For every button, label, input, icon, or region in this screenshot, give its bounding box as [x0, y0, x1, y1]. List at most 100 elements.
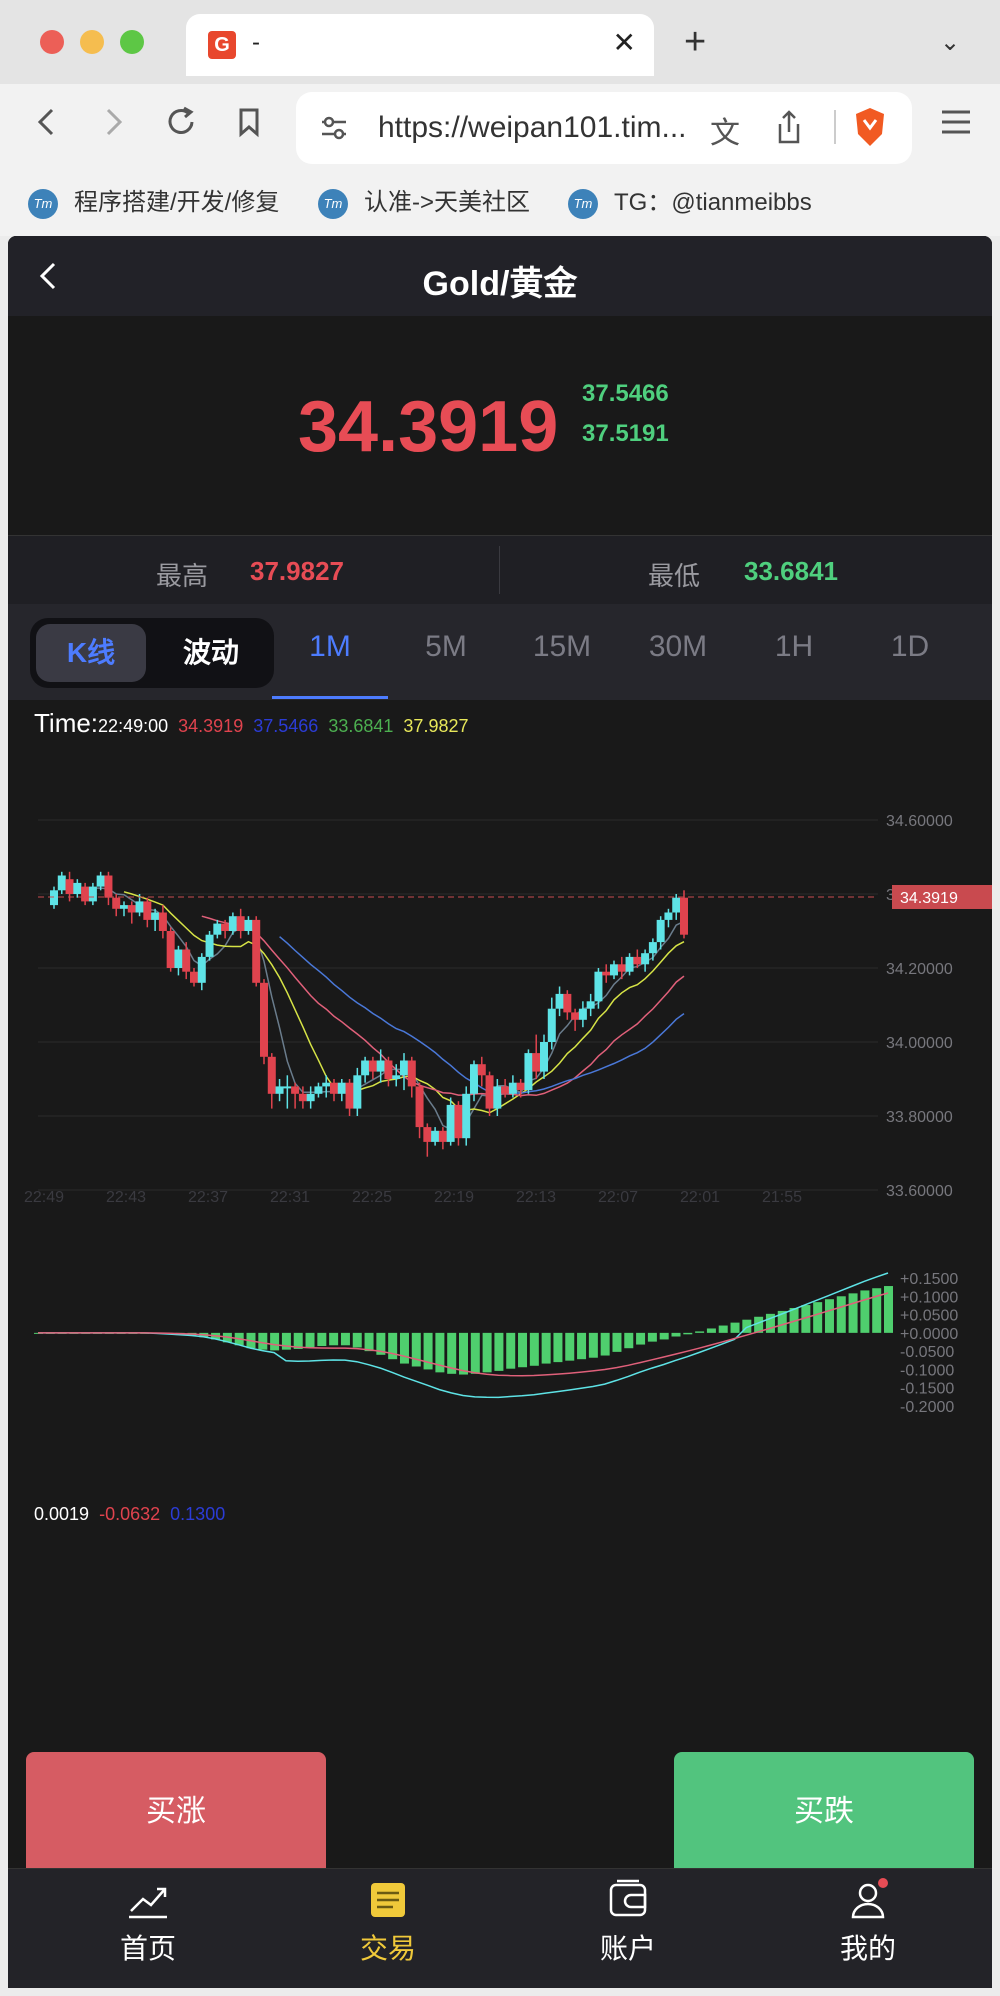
candle-body	[65, 879, 74, 894]
tab-close-icon[interactable]: ✕	[612, 27, 636, 58]
tm-logo-icon: Tm	[568, 188, 598, 219]
tab-15m[interactable]: 15M	[532, 630, 592, 663]
x-tick-label: 22:01	[680, 1189, 720, 1206]
chart-tabs: K线 波动 1M 5M 15M 30M 1H 1D	[8, 604, 992, 700]
macd-bar	[411, 1332, 421, 1367]
macd-bar	[836, 1296, 846, 1333]
bookmark-item[interactable]: Tm TG：@tianmeibbs	[568, 186, 812, 220]
menu-icon[interactable]	[940, 102, 972, 142]
bookmark-item[interactable]: Tm 程序搭建/开发/修复	[28, 186, 279, 220]
macd-bar	[258, 1332, 268, 1350]
macd-bar	[600, 1332, 610, 1356]
macd-tick-label: -0.1000	[900, 1362, 954, 1379]
price-chart[interactable]: 34.6000034.4000034.2000034.0000033.80000…	[8, 700, 992, 1520]
maximize-window-button[interactable]	[120, 30, 144, 54]
candle-body	[275, 1086, 284, 1094]
candle-body	[633, 956, 642, 965]
nav-label: 交易	[359, 1933, 416, 1964]
url-text[interactable]: https://weipan101.tim...	[378, 111, 687, 144]
user-icon	[851, 1878, 888, 1919]
macd-bar	[588, 1332, 598, 1358]
macd-bar	[459, 1332, 468, 1375]
candle-body	[174, 949, 183, 968]
tab-5m[interactable]: 5M	[425, 630, 467, 663]
candle-body	[353, 1075, 362, 1109]
candle-body	[438, 1130, 447, 1142]
page-title: Gold/黄金	[422, 265, 578, 303]
macd-bar	[777, 1310, 787, 1333]
candle-body	[477, 1064, 486, 1076]
candle-body	[73, 882, 82, 894]
nav-mine[interactable]: 我的	[788, 1877, 948, 1967]
bookmark-item[interactable]: Tm 认准->天美社区	[318, 186, 530, 220]
reload-icon[interactable]	[164, 102, 200, 142]
macd-bar	[329, 1332, 339, 1346]
tab-1d[interactable]: 1D	[890, 630, 930, 663]
macd-bar	[482, 1332, 492, 1373]
candle-body	[120, 905, 128, 909]
buy-up-button[interactable]: 买涨	[26, 1752, 326, 1872]
site-favicon-icon: G	[208, 31, 236, 59]
candle-body	[127, 905, 136, 913]
tab-1m[interactable]: 1M	[309, 630, 351, 663]
tab-30m[interactable]: 30M	[648, 630, 708, 663]
site-settings-icon[interactable]	[318, 112, 350, 144]
candle-body	[508, 1082, 517, 1094]
bookmark-label: 认准->天美社区	[364, 189, 531, 216]
address-bar[interactable]: https://weipan101.tim... 文	[296, 92, 912, 164]
back-arrow-icon[interactable]	[34, 102, 58, 142]
candle-body	[446, 1104, 455, 1142]
candle-body	[112, 897, 121, 909]
macd-bar	[683, 1332, 693, 1335]
candle-body	[384, 1060, 393, 1079]
x-tick-label: 22:19	[434, 1189, 474, 1206]
tab-kline[interactable]: K线	[36, 624, 146, 682]
candle-body	[298, 1093, 307, 1102]
candle-body	[205, 934, 214, 957]
macd-bar	[423, 1332, 433, 1370]
wallet-icon	[609, 1879, 647, 1917]
macd-bar	[364, 1332, 374, 1352]
minimize-window-button[interactable]	[80, 30, 104, 54]
candle-body	[104, 875, 113, 898]
bookmark-icon[interactable]	[234, 102, 264, 142]
browser-tab[interactable]: G - ✕	[186, 14, 654, 76]
candle-body	[135, 901, 144, 913]
candle-body	[602, 971, 611, 976]
candle-body	[252, 919, 261, 983]
info-low: 33.6841	[328, 716, 394, 736]
candle-body	[368, 1060, 377, 1072]
nav-account[interactable]: 账户	[548, 1877, 708, 1967]
tab-1h[interactable]: 1H	[774, 630, 814, 663]
candle-body	[213, 923, 222, 935]
macd-bar	[565, 1332, 575, 1361]
high-value: 37.9827	[250, 556, 344, 586]
brave-shield-icon[interactable]	[852, 106, 888, 148]
close-window-button[interactable]	[40, 30, 64, 54]
x-tick-label: 22:13	[516, 1189, 556, 1206]
translate-icon[interactable]: 文	[710, 117, 740, 150]
back-icon[interactable]	[30, 256, 70, 296]
candle-body	[415, 1086, 424, 1128]
macd-bar	[872, 1288, 882, 1333]
candle-body	[400, 1060, 408, 1076]
macd-bar	[718, 1325, 728, 1333]
tab-list-chevron-icon[interactable]: ⌄	[940, 29, 961, 56]
macd-bar	[801, 1305, 811, 1333]
y-tick-label: 33.80000	[886, 1109, 953, 1126]
forward-arrow-icon[interactable]	[102, 102, 126, 142]
nav-home[interactable]: 首页	[68, 1877, 228, 1967]
tm-logo-icon: Tm	[28, 188, 58, 219]
buy-down-button[interactable]: 买跌	[674, 1752, 974, 1872]
candle-body	[392, 1075, 401, 1079]
macd-bar	[742, 1319, 752, 1333]
kline-info: Time:22:49:00 34.3919 37.5466 33.6841 37…	[34, 708, 469, 739]
macd-bar	[813, 1302, 823, 1333]
new-tab-button[interactable]: +	[684, 21, 707, 63]
nav-trade[interactable]: 交易	[308, 1877, 468, 1967]
tab-wave[interactable]: 波动	[182, 637, 239, 668]
share-icon[interactable]	[774, 108, 804, 146]
macd-bar	[293, 1332, 303, 1349]
sub-price-1: 37.5466	[582, 380, 669, 407]
macd-bar	[529, 1332, 539, 1366]
